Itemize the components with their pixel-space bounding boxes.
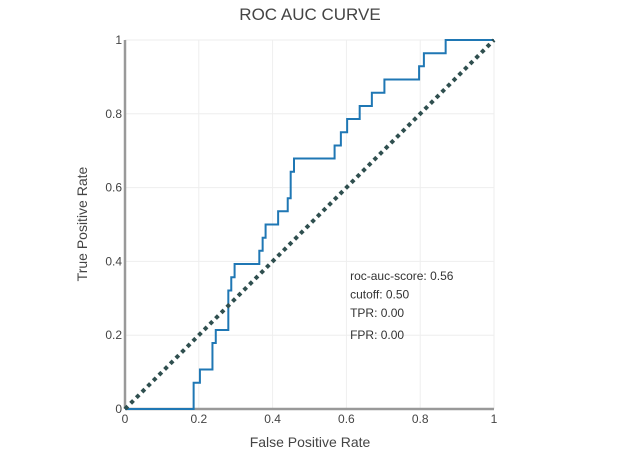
annotations: roc-auc-score: 0.56 cutoff: 0.50 TPR: 0.00…: [350, 269, 454, 342]
x-tick-label: 0.6: [338, 412, 355, 426]
x-tick-label: 0.4: [264, 412, 281, 426]
tick-labels: 0 0.2 0.4 0.6 0.8 1 0 0.2 0.4 0.6 0.8 1: [105, 33, 497, 426]
x-tick-label: 0.8: [412, 412, 429, 426]
x-axis-title: False Positive Rate: [250, 434, 371, 450]
annotation-text: TPR: 0.00: [350, 306, 404, 320]
series-group: [123, 38, 496, 411]
y-tick-label: 0.6: [105, 181, 122, 195]
roc-curve-line: [125, 39, 494, 410]
annotation-text: roc-auc-score: 0.56: [350, 269, 454, 283]
annotation-text: cutoff: 0.50: [350, 288, 409, 302]
chart-title: ROC AUC CURVE: [239, 5, 380, 24]
y-axis-title: True Positive Rate: [74, 166, 90, 281]
x-tick-label: 0: [122, 412, 129, 426]
x-tick-label: 1: [491, 412, 498, 426]
diagonal-reference-line: [123, 38, 496, 411]
y-tick-label: 1: [115, 33, 122, 47]
y-tick-label: 0: [115, 402, 122, 416]
x-tick-label: 0.2: [190, 412, 207, 426]
y-tick-label: 0.4: [105, 254, 122, 268]
annotation-text: FPR: 0.00: [350, 328, 404, 342]
y-tick-label: 0.8: [105, 107, 122, 121]
grid: [125, 39, 495, 409]
y-tick-label: 0.2: [105, 328, 122, 342]
